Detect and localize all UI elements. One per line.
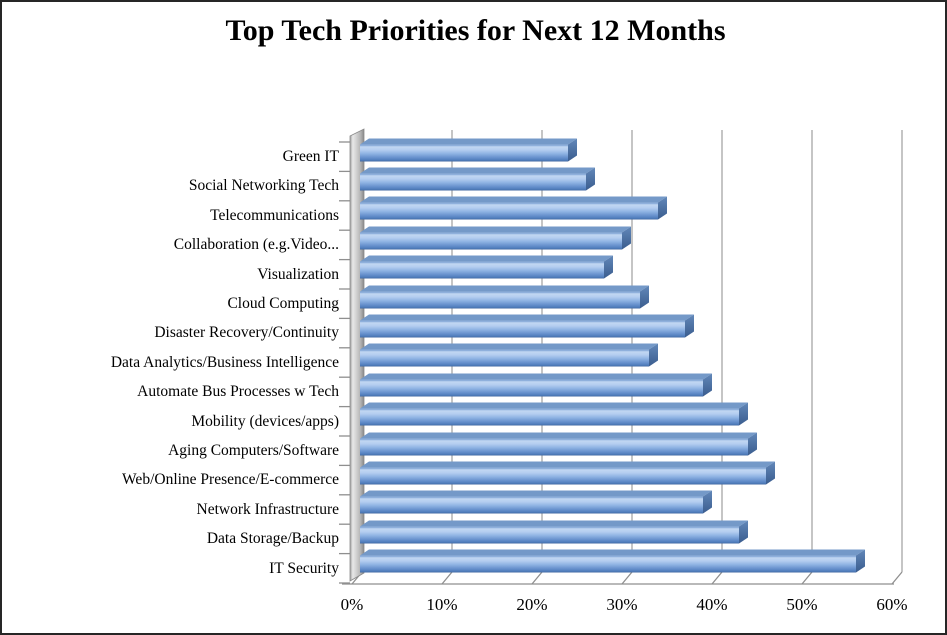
bar-top-face (360, 490, 712, 497)
x-tick-label-2: 20% (516, 595, 548, 614)
bar-top-face (360, 520, 748, 527)
bar-end-cap (586, 167, 595, 191)
bar-data-storage-backup (360, 520, 748, 544)
x-tick-mark (711, 571, 723, 585)
bar-top-face (360, 138, 577, 145)
x-tick-mark (621, 571, 633, 585)
bar-face (360, 438, 748, 456)
category-label-8: Automate Bus Processes w Tech (137, 383, 339, 401)
bar-green-it (360, 138, 577, 162)
bar-top-face (360, 314, 694, 321)
bar-end-cap (703, 373, 712, 397)
bar-face (360, 320, 685, 338)
x-tick-label-3: 30% (606, 595, 638, 614)
category-label-5: Cloud Computing (227, 295, 339, 312)
bar-mobility-devices-apps (360, 402, 748, 426)
category-label-12: Network Infrastructure (196, 500, 339, 518)
category-label-9: Mobility (devices/apps) (191, 412, 339, 430)
bar-face (360, 261, 604, 279)
bar-end-cap (658, 196, 667, 220)
category-label-14: IT Security (269, 559, 339, 577)
bar-end-cap (568, 138, 577, 162)
category-label-1: Social Networking Tech (188, 177, 339, 195)
bar-end-cap (649, 343, 658, 367)
bar-face (360, 555, 856, 573)
bar-disaster-recovery-continuity (360, 314, 694, 338)
bar-end-cap (856, 549, 865, 573)
bar-top-face (360, 255, 613, 262)
bar-social-networking-tech (360, 167, 595, 191)
bar-it-security (360, 549, 865, 573)
bar-top-face (360, 432, 757, 439)
x-tick-mark (891, 571, 903, 585)
bar-end-cap (685, 314, 694, 338)
x-tick-mark (801, 571, 813, 585)
x-tick-label-5: 50% (786, 595, 818, 614)
category-label-6: Disaster Recovery/Continuity (154, 324, 339, 342)
bar-collaboration-e-g-video (360, 226, 631, 250)
category-label-10: Aging Computers/Software (168, 442, 339, 459)
category-label-7: Data Analytics/Business Intelligence (110, 353, 339, 371)
bar-automate-bus-processes-w-tech (360, 373, 712, 397)
bar-face (360, 526, 739, 544)
bar-face (360, 291, 640, 309)
bar-top-face (360, 343, 658, 350)
bar-top-face (360, 167, 595, 174)
bar-end-cap (703, 490, 712, 514)
bar-web-online-presence-e-commerce (360, 461, 775, 485)
bar-top-face (360, 285, 649, 292)
bar-face (360, 496, 703, 514)
category-label-0: Green IT (282, 148, 339, 165)
bar-data-analytics-business-intelligence (360, 343, 658, 367)
bar-face (360, 467, 766, 485)
chart-title: Top Tech Priorities for Next 12 Months (225, 14, 726, 47)
x-tick-label-6: 60% (876, 595, 908, 614)
bar-network-infrastructure (360, 490, 712, 514)
bar-top-face (360, 226, 631, 233)
x-tick-label-1: 10% (426, 595, 458, 614)
category-label-13: Data Storage/Backup (206, 530, 339, 548)
bar-top-face (360, 549, 865, 556)
bar-end-cap (739, 402, 748, 426)
bar-face (360, 173, 586, 191)
category-label-11: Web/Online Presence/E-commerce (122, 471, 339, 489)
bar-end-cap (766, 461, 775, 485)
x-tick-label-0: 0% (340, 595, 364, 614)
bar-top-face (360, 196, 667, 203)
bar-face (360, 379, 703, 397)
bar-end-cap (604, 255, 613, 279)
category-label-4: Visualization (257, 265, 339, 283)
bar-end-cap (748, 432, 757, 456)
bar-end-cap (739, 520, 748, 544)
bar-aging-computers-software (360, 432, 757, 456)
bar-end-cap (622, 226, 631, 250)
bar-face (360, 232, 622, 250)
x-tick-label-4: 40% (696, 595, 728, 614)
bar-top-face (360, 461, 775, 468)
category-label-2: Telecommunications (210, 206, 339, 224)
bar-top-face (360, 373, 712, 380)
bar-telecommunications (360, 196, 667, 220)
x-tick-mark (441, 571, 453, 585)
category-label-3: Collaboration (e.g.Video... (173, 236, 339, 254)
bar-face (360, 349, 649, 367)
bar-cloud-computing (360, 285, 649, 309)
bar-visualization (360, 255, 613, 279)
bar-face (360, 144, 568, 162)
bar-face (360, 202, 658, 220)
bar-top-face (360, 402, 748, 409)
bar-end-cap (640, 285, 649, 309)
x-tick-mark (531, 571, 543, 585)
bar-face (360, 408, 739, 426)
